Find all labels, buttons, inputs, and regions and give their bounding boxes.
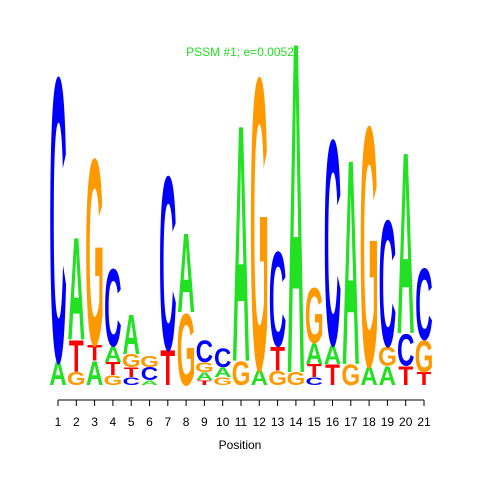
- logo-letter: A: [141, 379, 159, 387]
- x-tick-label: 3: [91, 415, 98, 429]
- logo-letter: T: [197, 379, 212, 387]
- logo-letter: C: [49, 0, 66, 448]
- logo-letter: G: [287, 369, 306, 389]
- x-tick-label: 7: [164, 415, 171, 429]
- logo-letter: G: [195, 360, 214, 375]
- logo-letter: A: [232, 53, 249, 432]
- x-tick-label: 21: [417, 415, 431, 429]
- logo-letter: C: [122, 375, 140, 388]
- logo-letter: A: [86, 355, 103, 393]
- logo-letter: C: [397, 324, 414, 375]
- logo-letter: A: [68, 208, 85, 371]
- x-tick-label: 8: [183, 415, 190, 429]
- x-tick-label: 15: [308, 415, 322, 429]
- logo-letter: C: [415, 247, 432, 361]
- logo-letter: G: [177, 293, 196, 407]
- logo-letter: T: [417, 369, 432, 389]
- logo-letter: A: [49, 355, 66, 393]
- logo-letter: A: [324, 341, 341, 371]
- x-tick-label: 9: [201, 415, 208, 429]
- logo-letter: G: [232, 355, 251, 393]
- x-tick-label: 10: [216, 415, 230, 429]
- chart-title: PSSM #1; e=0.0052: [186, 45, 294, 59]
- logo-letter: T: [106, 359, 121, 379]
- logo-letter: A: [214, 365, 231, 380]
- logo-letter: G: [415, 331, 434, 382]
- logo-letter: T: [69, 331, 84, 382]
- logo-letter: C: [305, 375, 323, 388]
- logo-letter: G: [305, 272, 324, 360]
- x-tick-label: 12: [253, 415, 267, 429]
- logo-letter: C: [159, 125, 176, 402]
- logo-letter: G: [341, 359, 360, 392]
- logo-letter: C: [104, 245, 121, 369]
- logo-letter: C: [141, 364, 158, 384]
- logo-letter: C: [196, 334, 213, 369]
- logo-letter: A: [196, 370, 214, 383]
- x-tick-label: 11: [235, 415, 248, 429]
- logo-letter: G: [140, 354, 159, 371]
- logo-letter: G: [122, 351, 141, 371]
- logo-letter: A: [397, 99, 414, 389]
- x-axis-label: Position: [219, 438, 262, 452]
- logo-letter: C: [214, 344, 231, 374]
- logo-letter: C: [324, 79, 341, 407]
- logo-letter: A: [287, 0, 304, 474]
- logo-letter: G: [378, 342, 397, 372]
- logo-letter: A: [360, 362, 377, 392]
- logo-letter: A: [342, 99, 359, 427]
- logo-letter: G: [360, 55, 379, 439]
- x-tick-label: 5: [128, 415, 135, 429]
- x-tick-label: 4: [110, 415, 117, 429]
- x-tick-label: 2: [73, 415, 80, 429]
- logo-letter: A: [104, 342, 122, 367]
- logo-letter: T: [124, 365, 139, 380]
- logo-letter: T: [160, 342, 175, 397]
- logo-letter: T: [87, 340, 102, 365]
- logo-letter: G: [268, 367, 287, 390]
- x-tick-label: 1: [55, 415, 62, 429]
- logo-letter: T: [307, 361, 322, 381]
- logo-letter: A: [177, 211, 194, 337]
- logo-letter: T: [325, 359, 340, 392]
- x-tick-label: 20: [399, 415, 413, 429]
- x-tick-label: 17: [344, 415, 358, 429]
- logo-letter: G: [85, 105, 104, 402]
- logo-letter: C: [379, 183, 396, 385]
- logo-letter: T: [270, 340, 285, 378]
- logo-letter: A: [122, 305, 139, 367]
- logo-letter: A: [305, 338, 322, 371]
- logo-letter: A: [251, 365, 269, 390]
- x-tick-label: 16: [326, 415, 340, 429]
- logo-letter: A: [379, 362, 396, 392]
- logo-letter: C: [269, 223, 286, 375]
- logo-letter: G: [213, 375, 232, 388]
- x-tick-label: 19: [381, 415, 395, 429]
- x-tick-label: 14: [289, 415, 303, 429]
- logo-letter: T: [398, 362, 413, 392]
- logo-letter: G: [250, 0, 269, 458]
- logo-letter: G: [67, 369, 86, 389]
- x-tick-label: 13: [271, 415, 285, 429]
- x-tick-label: 18: [362, 415, 376, 429]
- logo-letter: G: [104, 373, 123, 388]
- x-tick-label: 6: [146, 415, 153, 429]
